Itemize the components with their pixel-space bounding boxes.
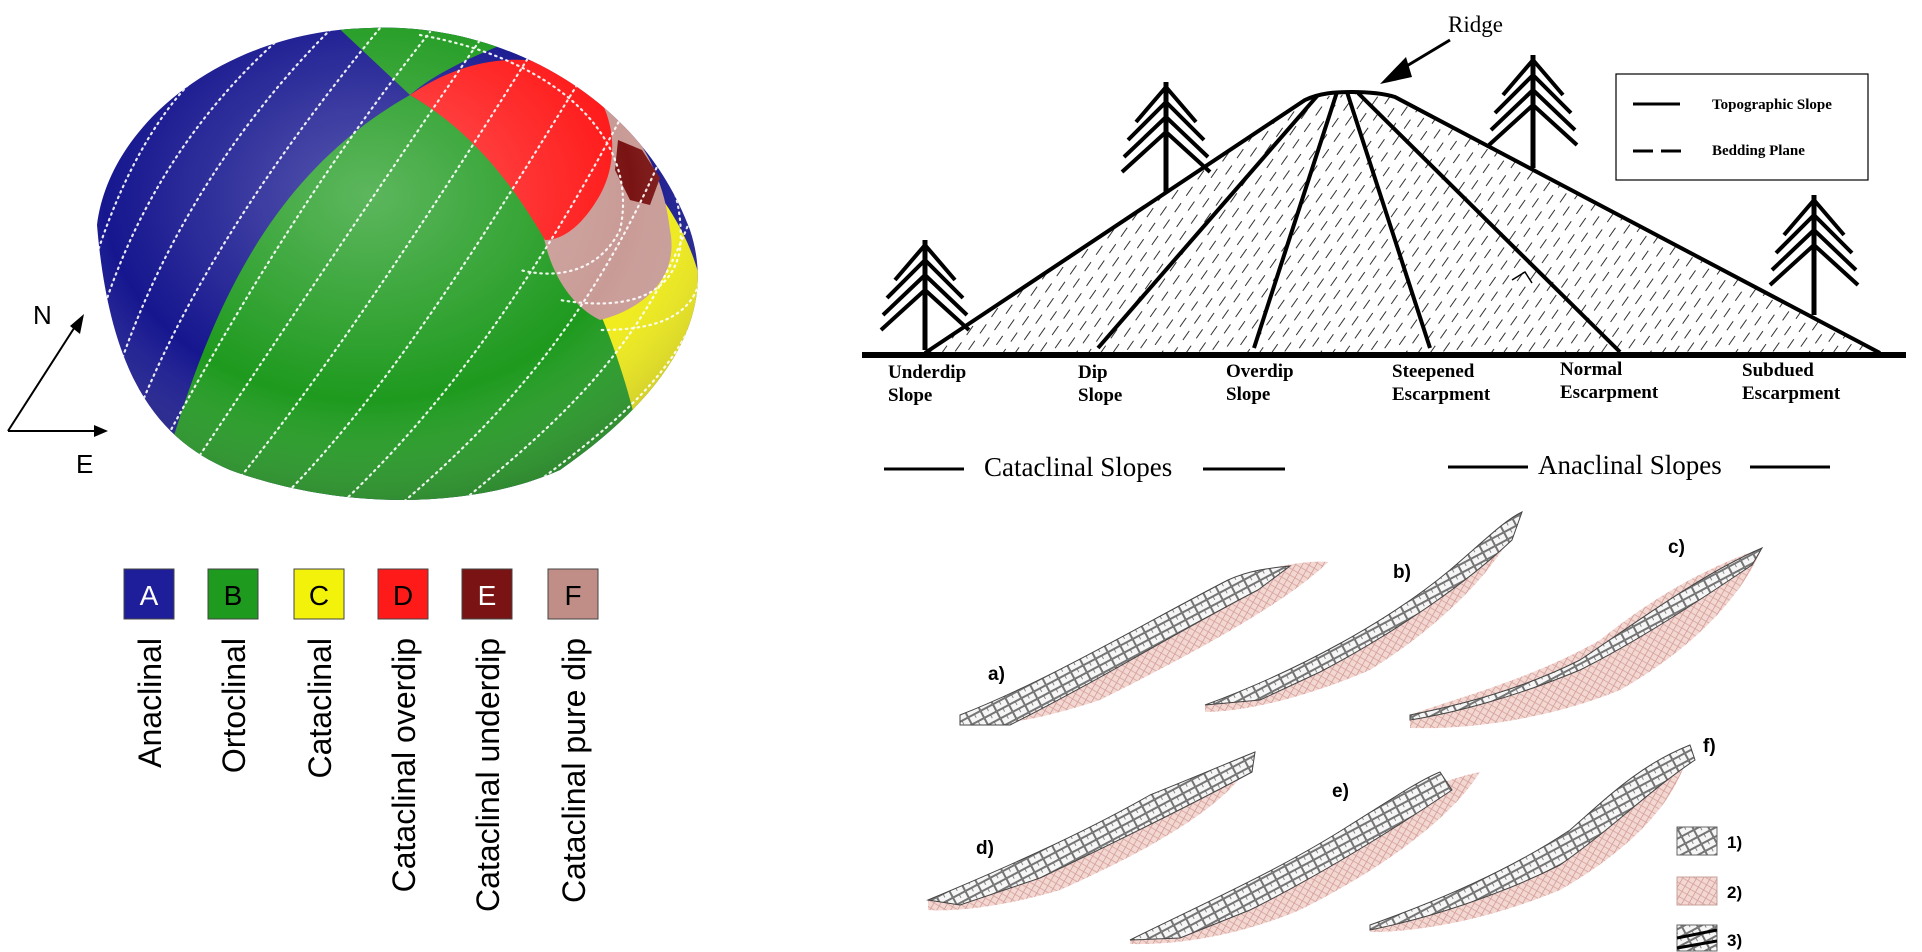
legend-code-a: A [140,580,159,611]
slope-label-line2: Escarpment [1560,382,1659,403]
slope-label-line2: Slope [1226,384,1270,405]
anaclinal-slopes-label: Anaclinal Slopes [1538,450,1722,480]
legend-name-c: Cataclinal [302,638,338,779]
slope-label-line2: Slope [888,385,932,406]
legend-swatch-blocks [1676,924,1718,952]
legend-bedding-plane: Bedding Plane [1712,143,1805,159]
section-label: e) [1332,781,1349,802]
section-label: f) [1703,736,1716,757]
legend-swatch-d [377,568,429,620]
section-label: c) [1668,537,1685,558]
tree-icon [1768,195,1860,315]
section-legend [1676,826,1718,952]
section-label: d) [976,838,994,859]
section-d [926,751,1256,911]
legend-name-e: Cataclinal underdip [470,638,506,912]
legend-swatch-a [123,568,175,620]
section-legend-label: 1) [1727,833,1742,852]
slope-label-line2: Escarpment [1742,383,1841,404]
tree-icon [1120,82,1212,192]
section-b [1204,511,1523,712]
section-a [959,561,1328,726]
hemisphere-legend: A Anaclinal B Ortoclinal C Cataclinal D Catacli… [123,568,599,912]
cross-sections: a) b) c) d) e) f) 1) 2) 3) [926,511,1764,952]
section-c [1409,546,1764,729]
slope-label-line1: Normal [1560,359,1622,380]
normal-escarpment-line [1356,91,1622,354]
legend-name-a: Anaclinal [132,638,168,768]
overdip-slope-line [1252,91,1339,349]
section-labels: a) b) c) d) e) f) [976,537,1716,859]
legend-swatch-c [293,568,345,620]
profile-legend: Topographic Slope Bedding Plane [1615,73,1869,181]
slope-label-line1: Underdip [888,362,966,383]
legend-code-d: D [393,580,413,611]
section-f [1369,744,1696,932]
legend-code-f: F [564,580,581,611]
slope-label-line2: Slope [1078,385,1122,406]
steepened-escarpment-line [1345,91,1432,349]
compass-north-label: N [33,300,52,330]
legend-code-b: B [224,580,243,611]
tree-icon [879,240,971,350]
legend-name-f: Cataclinal pure dip [556,638,592,903]
section-e [1129,771,1480,945]
slope-label-line1: Subdued [1742,360,1814,381]
legend-topographic-slope: Topographic Slope [1712,97,1832,113]
slope-profile: Ridge Topographic Slope Bedding Plane Un… [862,12,1906,482]
legend-code-c: C [309,580,329,611]
section-label: b) [1393,562,1411,583]
legend-name-d: Cataclinal overdip [386,638,422,892]
ridge-arrow-icon [1380,38,1451,84]
slope-label-line1: Dip [1078,362,1108,383]
profile-hatched-body [925,93,1880,353]
slope-label-line2: Escarpment [1392,384,1491,405]
slope-type-labels: UnderdipSlopeDipSlopeOverdipSlopeSteepen… [888,359,1841,406]
slope-hemisphere [97,27,698,501]
legend-swatch-e [461,568,513,620]
section-legend-label: 2) [1727,883,1742,902]
legend-swatch-pink [1676,876,1718,906]
legend-code-e: E [478,580,497,611]
section-label: a) [988,664,1005,685]
legend-name-b: Ortoclinal [216,638,252,773]
legend-swatch-b [207,568,259,620]
ridge-label: Ridge [1448,12,1503,37]
compass-east-label: E [76,449,93,479]
legend-swatch-rock [1676,826,1718,856]
legend-swatch-f [547,568,599,620]
section-legend-label: 3) [1727,931,1742,950]
tree-icon [1487,55,1579,168]
cataclinal-slopes-label: Cataclinal Slopes [984,452,1172,482]
slope-label-line1: Steepened [1392,361,1475,382]
dip-slope-line [1096,93,1320,350]
slope-label-line1: Overdip [1226,361,1294,382]
compass: N E [7,300,108,479]
